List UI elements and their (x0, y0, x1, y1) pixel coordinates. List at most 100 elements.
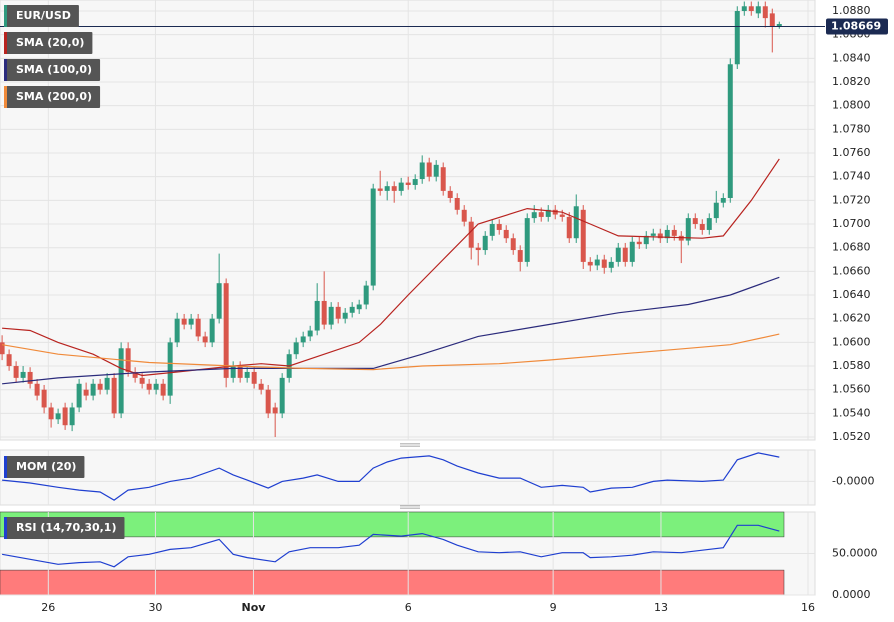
candle-body (153, 383, 159, 390)
candle-body (559, 214, 565, 217)
candle-body (475, 247, 481, 251)
candle-body (195, 318, 201, 337)
y-tick-label: 50.0000 (832, 547, 878, 560)
candle-body (622, 247, 628, 262)
candle-body (755, 6, 761, 14)
candle-body (748, 6, 754, 12)
candle-body (741, 6, 747, 12)
candle-body (412, 179, 418, 185)
candle-body (713, 202, 719, 219)
candle-body (720, 197, 726, 203)
candle-body (762, 6, 768, 19)
indicator-line (2, 276, 780, 385)
x-tick-label: 13 (654, 601, 668, 614)
rsi-band (0, 569, 785, 596)
candle-body (279, 377, 285, 414)
y-tick-label: 1.0580 (832, 359, 871, 372)
candle-body (104, 377, 110, 390)
candle-body (664, 229, 670, 239)
candle-body (307, 330, 313, 337)
candle-body (356, 304, 362, 310)
candle-body (426, 162, 432, 177)
candle-body (776, 24, 782, 27)
y-tick-label: 1.0740 (832, 170, 871, 183)
candle-body (510, 238, 516, 251)
legend-swatch (4, 86, 7, 108)
candle-body (769, 13, 775, 27)
x-tick-label: 30 (148, 601, 162, 614)
candle-body (223, 283, 229, 378)
legend-label: SMA (20,0) (16, 36, 84, 49)
candle-body (293, 342, 299, 355)
candle-body (377, 188, 383, 191)
candle-body (671, 229, 677, 236)
candle-body (251, 371, 257, 384)
legend-label: EUR/USD (16, 9, 71, 22)
candle-body (454, 197, 460, 210)
legend-swatch (4, 456, 7, 478)
candle-body (706, 218, 712, 230)
candle-body (300, 336, 306, 343)
candle-body (545, 209, 551, 217)
candle-body (216, 283, 222, 319)
candle-body (202, 336, 208, 343)
candle-body (650, 233, 656, 236)
legend-entry: SMA (200,0) (4, 86, 101, 108)
candle-body (34, 383, 40, 396)
indicator-line (2, 452, 780, 501)
candle-body (6, 354, 12, 367)
candle-body (447, 190, 453, 198)
candle-body (580, 209, 586, 262)
candle-body (517, 250, 523, 262)
legend-box (4, 5, 79, 27)
candle-body (314, 300, 320, 331)
y-tick-label: 1.0700 (832, 217, 871, 230)
candle-body (13, 366, 19, 378)
candle-body (370, 188, 376, 286)
candle-body (167, 342, 173, 396)
candle-body (552, 209, 558, 215)
candle-body (349, 306, 355, 313)
candle-body (27, 371, 33, 384)
indicator-line (2, 158, 780, 377)
y-tick-label: 1.0760 (832, 146, 871, 159)
candle-body (160, 383, 166, 396)
indicator-line (1, 333, 780, 371)
legend-swatch (4, 32, 7, 54)
y-tick-label: 1.0840 (832, 51, 871, 64)
last-price-tag (826, 18, 888, 35)
candle-body (181, 318, 187, 325)
candle-body (482, 235, 488, 251)
candle-body (496, 224, 502, 230)
candle-body (419, 162, 425, 180)
legend-label: SMA (200,0) (16, 90, 92, 103)
candle-body (433, 164, 439, 177)
x-tick-label: 6 (405, 601, 412, 614)
candle-body (90, 383, 96, 396)
candle-body (97, 383, 103, 390)
candle-body (678, 235, 684, 241)
candle-body (321, 300, 327, 325)
candle-body (244, 371, 250, 378)
indicator-line (1, 524, 780, 568)
legend-entry: SMA (20,0) (4, 32, 93, 54)
candle-body (258, 383, 264, 390)
candle-body (342, 312, 348, 319)
y-tick-label: 1.0880 (832, 4, 871, 17)
candle-body (587, 261, 593, 266)
candle-body (727, 64, 733, 198)
candle-body (615, 247, 621, 262)
y-tick-label: 1.0620 (832, 312, 871, 325)
candle-body (139, 377, 145, 384)
candle-body (111, 377, 117, 414)
candle-body (48, 407, 54, 420)
candle-body (363, 285, 369, 305)
legend-box (4, 456, 85, 478)
y-tick-label: 1.0640 (832, 288, 871, 301)
candle-body (62, 407, 68, 426)
x-tick-label: 16 (801, 601, 815, 614)
candle-body (328, 306, 334, 325)
candle-body (384, 186, 390, 191)
legend-label: SMA (100,0) (16, 63, 92, 76)
candle-body (398, 182, 404, 191)
